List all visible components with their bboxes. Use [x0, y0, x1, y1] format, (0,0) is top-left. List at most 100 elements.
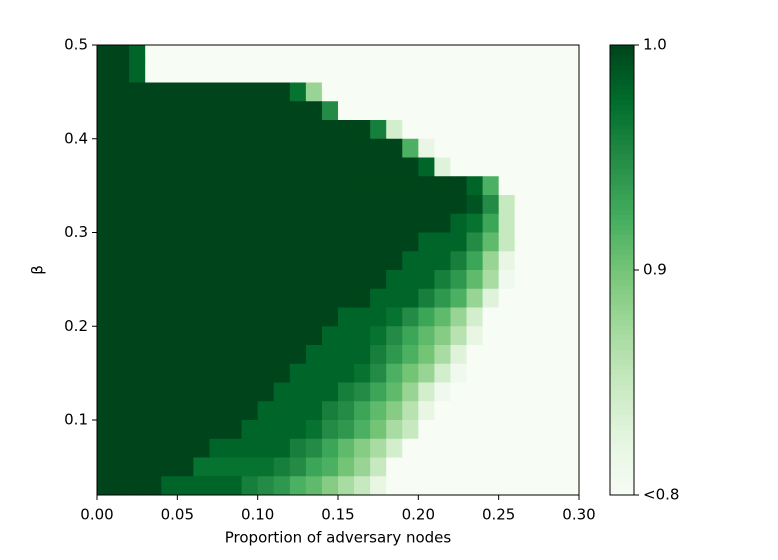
heatmap-cell [466, 213, 484, 233]
heatmap-cell [386, 270, 403, 290]
heatmap-cell [562, 363, 580, 383]
heatmap-cell [514, 457, 532, 477]
heatmap-cell [321, 326, 339, 346]
heatmap-cell [241, 251, 259, 271]
heatmap-cell [434, 270, 451, 290]
heatmap-cell [209, 363, 227, 383]
heatmap-cell [113, 363, 130, 383]
heatmap-cell [530, 101, 548, 121]
heatmap-cell [370, 382, 387, 402]
heatmap-cell [113, 176, 130, 196]
heatmap-cell [97, 307, 114, 327]
heatmap-cell [418, 345, 435, 365]
heatmap-cell [145, 288, 162, 308]
heatmap-cell [161, 307, 178, 327]
heatmap-cell [514, 138, 532, 158]
heatmap-cell [257, 457, 275, 477]
colorbar-segment [610, 340, 634, 346]
heatmap-cell [289, 157, 307, 177]
colorbar-segment [610, 245, 634, 251]
heatmap-cell [402, 232, 419, 252]
heatmap-cell [225, 45, 243, 65]
colorbar-segment [610, 330, 634, 336]
heatmap-cell [177, 288, 194, 308]
heatmap-cell [241, 45, 259, 65]
heatmap-cell [530, 63, 548, 83]
heatmap-cell [418, 476, 435, 496]
heatmap-cell [370, 82, 387, 102]
heatmap-cell [305, 270, 323, 290]
heatmap-cell [305, 63, 323, 83]
heatmap-cell [97, 213, 114, 233]
heatmap-cell [305, 382, 323, 402]
heatmap-cell [225, 251, 243, 271]
heatmap-cell [305, 438, 323, 458]
heatmap-cell [241, 476, 259, 496]
colorbar-segment [610, 480, 634, 486]
heatmap-cell [257, 251, 275, 271]
heatmap-cell [225, 82, 243, 102]
heatmap-cell [289, 138, 307, 158]
heatmap-cell [321, 438, 339, 458]
heatmap-cell [450, 307, 468, 327]
heatmap-cell [418, 326, 435, 346]
heatmap-cell [321, 176, 339, 196]
heatmap-cell [241, 363, 259, 383]
heatmap-cell [434, 363, 451, 383]
heatmap-cell [466, 120, 484, 140]
heatmap-cell [402, 457, 419, 477]
heatmap-cell [273, 438, 291, 458]
heatmap-cell [177, 63, 194, 83]
heatmap-cell [514, 288, 532, 308]
heatmap-cell [257, 382, 275, 402]
heatmap-cell [530, 345, 548, 365]
heatmap-cell [498, 382, 516, 402]
heatmap-cell [321, 401, 339, 421]
heatmap-cell [498, 251, 516, 271]
heatmap-cell [241, 157, 259, 177]
heatmap-cell [530, 270, 548, 290]
heatmap-cell [193, 63, 210, 83]
heatmap-cell [97, 251, 114, 271]
heatmap-cell [129, 120, 146, 140]
heatmap-cell [145, 363, 162, 383]
heatmap-cell [562, 476, 580, 496]
heatmap-cell [177, 195, 194, 215]
heatmap-cell [386, 307, 403, 327]
heatmap-cell [241, 270, 259, 290]
heatmap-cell [305, 345, 323, 365]
heatmap-cell [113, 382, 130, 402]
heatmap-cell [418, 82, 435, 102]
heatmap-cell [145, 176, 162, 196]
heatmap-cell [129, 382, 146, 402]
heatmap-cell [225, 63, 243, 83]
heatmap-cell [354, 120, 371, 140]
heatmap-cell [450, 401, 468, 421]
heatmap-cell [145, 438, 162, 458]
colorbar-segment [610, 490, 634, 496]
heatmap-cell [386, 157, 403, 177]
heatmap-cell [193, 457, 210, 477]
heatmap-cell [434, 63, 451, 83]
heatmap-cell [129, 345, 146, 365]
heatmap-cell [386, 401, 403, 421]
heatmap-cell [546, 345, 564, 365]
heatmap-cell [514, 345, 532, 365]
colorbar-segment [610, 60, 634, 66]
heatmap-cell [514, 326, 532, 346]
heatmap-cell [145, 270, 162, 290]
heatmap-cell [97, 101, 114, 121]
colorbar-tick-label: <0.8 [643, 486, 679, 504]
heatmap-cell [193, 382, 210, 402]
heatmap-cell [209, 420, 227, 440]
heatmap-cell [97, 382, 114, 402]
heatmap-cell [562, 232, 580, 252]
heatmap-cell [305, 101, 323, 121]
colorbar-segment [610, 465, 634, 471]
heatmap-cell [289, 363, 307, 383]
colorbar-segment [610, 195, 634, 201]
heatmap-cell [434, 326, 451, 346]
heatmap-cell [370, 138, 387, 158]
heatmap-cell [321, 363, 339, 383]
heatmap-cell [370, 288, 387, 308]
